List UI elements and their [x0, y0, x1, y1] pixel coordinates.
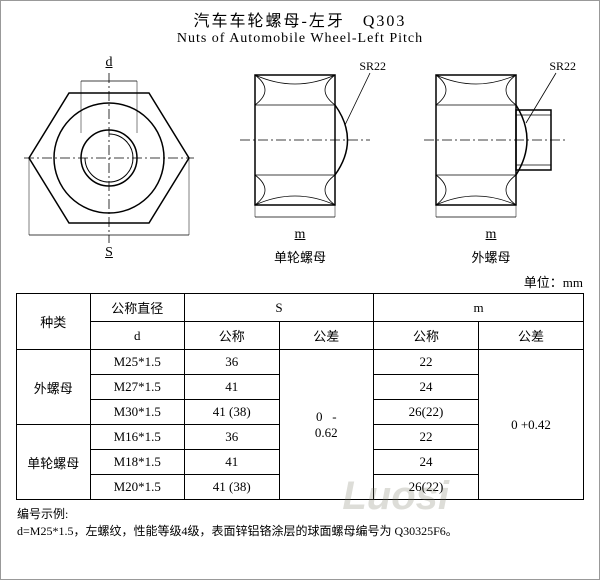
cell: M27*1.5 — [90, 375, 185, 400]
m-tolerance: 0 +0.42 — [479, 350, 584, 500]
dim-S: S — [105, 245, 113, 261]
dim-m1: m — [295, 227, 306, 243]
th-type: 种类 — [17, 294, 91, 350]
th-Snom: 公称 — [185, 322, 280, 350]
th-mnom: 公称 — [374, 322, 479, 350]
th-nomdia1: 公称直径 — [90, 294, 185, 322]
th-S: S — [185, 294, 374, 322]
sr-label-1: SR22 — [359, 59, 386, 74]
cell: 0 — [316, 409, 323, 424]
cell: M30*1.5 — [90, 400, 185, 425]
cell: 41 — [185, 450, 280, 475]
cell: 36 — [185, 425, 280, 450]
cell: M20*1.5 — [90, 475, 185, 500]
hex-top-svg — [24, 73, 194, 243]
th-m: m — [374, 294, 584, 322]
cell: 41 (38) — [185, 475, 280, 500]
dim-m2: m — [486, 227, 497, 243]
S-tolerance: 0 - 0.62 — [279, 350, 374, 500]
unit-label: 单位：mm — [1, 272, 599, 291]
title-en: Nuts of Automobile Wheel-Left Pitch — [1, 31, 599, 47]
th-mtol: 公差 — [479, 322, 584, 350]
drawings: d — [1, 47, 599, 268]
cell: 22 — [374, 350, 479, 375]
cell: 41 (38) — [185, 400, 280, 425]
cell: 41 — [185, 375, 280, 400]
cell: 0.62 — [315, 425, 338, 440]
spec-table: 种类 公称直径 S m d 公称 公差 公称 公差 外螺母 M25*1.5 36… — [16, 293, 584, 500]
cell: 24 — [374, 375, 479, 400]
side-view-outer: SR22 — [406, 55, 576, 266]
type-outer: 外螺母 — [17, 350, 91, 425]
table-row: 外螺母 M25*1.5 36 0 - 0.62 22 0 +0.42 — [17, 350, 584, 375]
side2-svg — [406, 55, 576, 225]
cell: M25*1.5 — [90, 350, 185, 375]
cell: 36 — [185, 350, 280, 375]
side-view-single: SR22 — [220, 55, 380, 266]
note-line1: 编号示例: — [17, 507, 68, 521]
sr-label-2: SR22 — [549, 59, 576, 74]
th-d: d — [90, 322, 185, 350]
cell: 24 — [374, 450, 479, 475]
title-cn: 汽车车轮螺母-左牙 Q303 — [1, 7, 599, 31]
cell: M16*1.5 — [90, 425, 185, 450]
th-Stol: 公差 — [279, 322, 374, 350]
dim-d: d — [106, 55, 113, 71]
cell: 26(22) — [374, 400, 479, 425]
cell: 22 — [374, 425, 479, 450]
top-view: d — [24, 55, 194, 266]
cell: 26(22) — [374, 475, 479, 500]
caption-outer: 外螺母 — [471, 247, 510, 266]
example-note: 编号示例: d=M25*1.5，左螺纹，性能等级4级，表面锌铝铬涂层的球面螺母编… — [1, 500, 599, 546]
cell: M18*1.5 — [90, 450, 185, 475]
side1-svg — [220, 55, 380, 225]
type-single: 单轮螺母 — [17, 425, 91, 500]
note-line2: d=M25*1.5，左螺纹，性能等级4级，表面锌铝铬涂层的球面螺母编号为 Q30… — [17, 524, 458, 538]
caption-single: 单轮螺母 — [274, 247, 326, 266]
